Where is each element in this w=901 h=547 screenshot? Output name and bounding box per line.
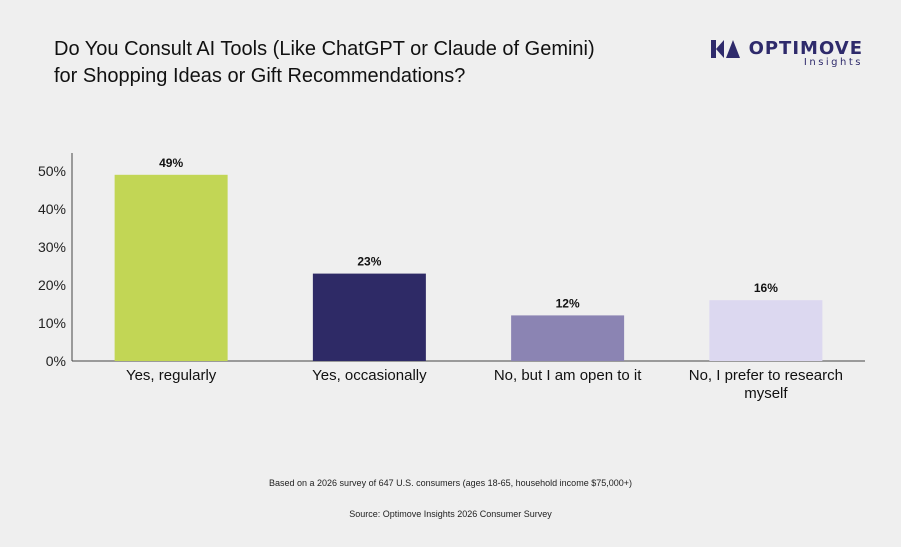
- x-tick-label: No, I prefer to research: [689, 367, 843, 384]
- y-tick-label: 0%: [46, 353, 66, 369]
- brand-logo: OPTIMOVE Insights: [710, 38, 863, 68]
- bar-2: [312, 273, 426, 361]
- data-label: 49%: [159, 156, 183, 170]
- logo-wordmark: OPTIMOVE: [748, 38, 863, 59]
- data-label: 16%: [754, 281, 778, 295]
- x-tick-label: myself: [744, 385, 788, 402]
- data-label: 23%: [357, 255, 381, 269]
- optimove-logo-icon: [710, 39, 740, 58]
- y-tick-label: 10%: [38, 315, 66, 331]
- survey-note: Based on a 2026 survey of 647 U.S. consu…: [269, 478, 632, 488]
- x-tick-label: No, but I am open to it: [494, 367, 642, 384]
- chart-title: Do You Consult AI Tools (Like ChatGPT or…: [54, 38, 595, 87]
- bar-3: [511, 315, 625, 361]
- source-note: Source: Optimove Insights 2026 Consumer …: [349, 509, 552, 519]
- y-tick-label: 20%: [38, 277, 66, 293]
- logo-subtitle: Insights: [803, 57, 863, 68]
- bar-4: [709, 300, 823, 361]
- x-tick-label: Yes, occasionally: [312, 367, 427, 384]
- y-tick-label: 30%: [38, 239, 66, 255]
- y-tick-label: 40%: [38, 201, 66, 217]
- y-tick-label: 50%: [38, 163, 66, 179]
- x-tick-label: Yes, regularly: [126, 367, 217, 384]
- bar-1: [114, 174, 228, 361]
- data-label: 12%: [556, 296, 580, 310]
